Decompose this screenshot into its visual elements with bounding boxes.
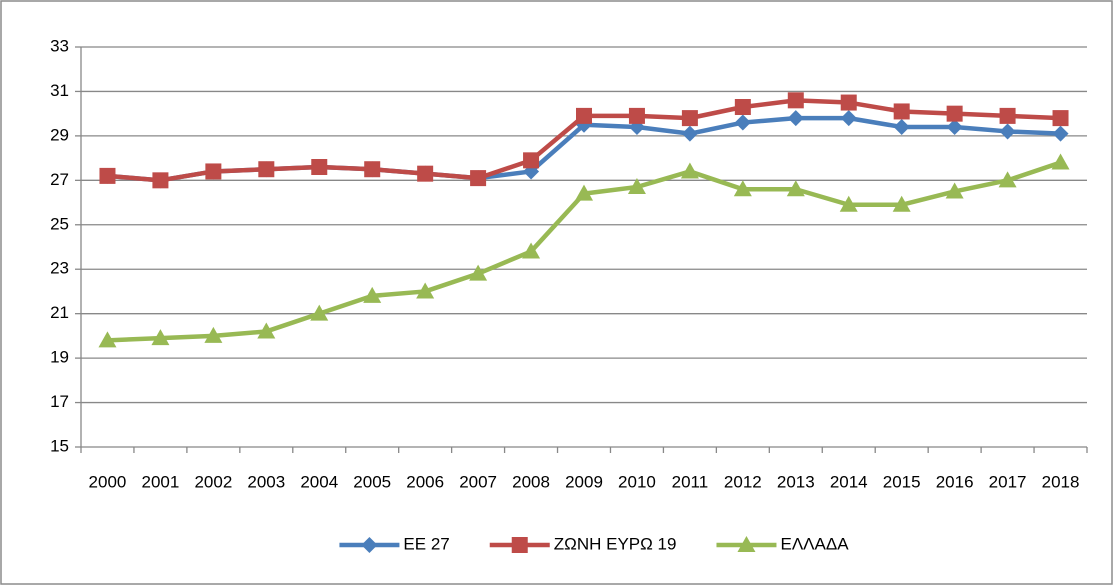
point (893, 103, 910, 120)
point (946, 119, 963, 135)
x-tick-label: 2011 (672, 472, 709, 491)
point (786, 180, 805, 197)
point (628, 107, 645, 124)
point (945, 182, 964, 199)
point (946, 105, 963, 122)
point (733, 180, 752, 197)
x-tick-label: 2009 (565, 472, 603, 491)
point (627, 178, 646, 194)
point (1051, 153, 1070, 170)
y-tick-label: 25 (50, 214, 69, 233)
point (892, 195, 911, 212)
y-tick-label: 31 (50, 81, 69, 100)
point (840, 94, 857, 111)
x-tick-label: 2006 (406, 472, 444, 491)
x-tick-label: 2012 (724, 472, 762, 491)
x-tick-label: 2001 (142, 472, 180, 491)
point (363, 286, 382, 303)
point (311, 159, 328, 175)
point (680, 162, 699, 179)
point (576, 107, 592, 124)
x-tick-label: 2015 (883, 472, 921, 491)
point (734, 99, 751, 115)
point (98, 331, 117, 348)
x-tick-label: 2004 (300, 472, 338, 491)
x-tick-label: 2005 (353, 472, 391, 491)
x-tick-label: 2010 (618, 472, 656, 491)
legend-marker (511, 537, 528, 553)
point (258, 161, 275, 178)
y-tick-label: 33 (50, 36, 69, 55)
x-tick-label: 2016 (936, 472, 974, 491)
point (1052, 110, 1069, 127)
point (151, 329, 170, 346)
x-tick-label: 2002 (194, 472, 232, 491)
x-tick-label: 2003 (247, 472, 285, 491)
point (310, 304, 329, 321)
y-tick-label: 21 (50, 303, 69, 322)
x-tick-label: 2000 (89, 472, 127, 491)
legend-marker (737, 536, 756, 552)
point (257, 322, 276, 339)
x-tick-label: 2014 (830, 472, 868, 491)
y-tick-label: 27 (50, 170, 69, 189)
legend-label: ΕΕ 27 (403, 534, 449, 553)
point (469, 264, 488, 281)
y-tick-label: 19 (50, 348, 69, 367)
point (470, 170, 487, 187)
point (787, 92, 804, 109)
point (681, 125, 698, 142)
point (204, 326, 223, 343)
point (364, 161, 381, 178)
x-tick-label: 2007 (459, 472, 497, 491)
point (999, 107, 1016, 124)
x-tick-label: 2008 (512, 472, 550, 491)
x-tick-label: 2018 (1042, 472, 1080, 491)
point (999, 123, 1016, 140)
point (787, 110, 804, 127)
point (205, 163, 222, 180)
point (840, 110, 857, 127)
point (416, 282, 435, 299)
legend-label: ΖΩΝΗ ΕΥΡΩ 19 (554, 534, 677, 553)
point (893, 119, 910, 135)
y-tick-label: 17 (50, 392, 69, 411)
point (839, 195, 858, 212)
point (681, 110, 698, 127)
y-tick-label: 29 (50, 125, 69, 144)
x-tick-label: 2017 (989, 472, 1027, 491)
y-tick-label: 15 (50, 436, 69, 455)
y-tick-label: 23 (50, 259, 69, 278)
legend-label: ΕΛΛΑΔΑ (780, 534, 849, 553)
point (522, 242, 541, 259)
point (523, 152, 540, 169)
point (417, 165, 434, 182)
point (1052, 125, 1069, 142)
point (152, 172, 169, 189)
legend-marker (361, 537, 378, 553)
point (575, 184, 593, 201)
x-tick-label: 2013 (777, 472, 815, 491)
legend: ΕΕ 27 ΖΩΝΗ ΕΥΡΩ 19 ΕΛΛΑΔΑ (339, 534, 849, 553)
point (99, 167, 116, 184)
point (734, 114, 751, 131)
point (998, 171, 1017, 188)
